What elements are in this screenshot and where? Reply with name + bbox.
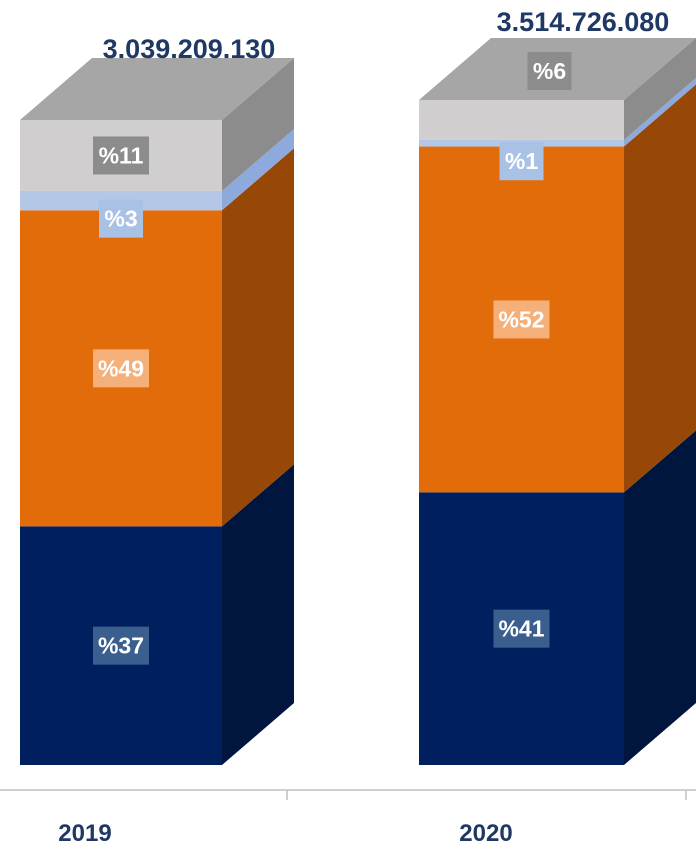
total-label-2019: 3.039.209.130 xyxy=(103,34,276,64)
data-label-bg xyxy=(93,349,149,388)
bar-side-2019-0 xyxy=(222,464,294,765)
bar-2020: %41 %52 %1 %6 xyxy=(419,38,696,765)
total-label-2020: 3.514.726.080 xyxy=(497,7,670,37)
data-label-2019-0: %37 xyxy=(98,633,144,659)
data-label-2020-1: %52 xyxy=(498,306,544,332)
data-label-2020-2: %1 xyxy=(505,148,538,174)
data-label-2019-1: %49 xyxy=(98,355,144,381)
data-label-bg xyxy=(99,199,143,238)
x-tick-label-2019: 2019 xyxy=(58,820,111,847)
data-label-bg xyxy=(499,142,544,181)
x-tick-label-2020: 2020 xyxy=(459,820,512,847)
data-label-bg xyxy=(493,300,550,339)
bar-side-2020-0 xyxy=(624,430,696,765)
bar-side-2019-2 xyxy=(222,128,294,211)
bar-side-2020-1 xyxy=(624,84,696,493)
data-label-2019-3: %11 xyxy=(99,142,144,168)
data-label-bg xyxy=(527,52,572,90)
bar-top-2019 xyxy=(20,58,294,120)
bar-segment-2020-3 xyxy=(419,100,624,140)
bar-side-2020-3 xyxy=(624,38,696,140)
bar-side-2019-3 xyxy=(222,58,294,191)
data-label-bg xyxy=(93,626,149,665)
bar-side-2020-2 xyxy=(624,77,696,147)
data-label-2020-3: %6 xyxy=(533,58,566,84)
data-label-2019-2: %3 xyxy=(104,206,137,232)
data-label-bg xyxy=(93,136,149,175)
data-label-2020-0: %41 xyxy=(498,616,544,642)
bar-2019: %37 %49 %3 %11 xyxy=(20,58,294,765)
bar-side-2019-1 xyxy=(222,148,294,527)
data-label-bg xyxy=(493,609,550,648)
